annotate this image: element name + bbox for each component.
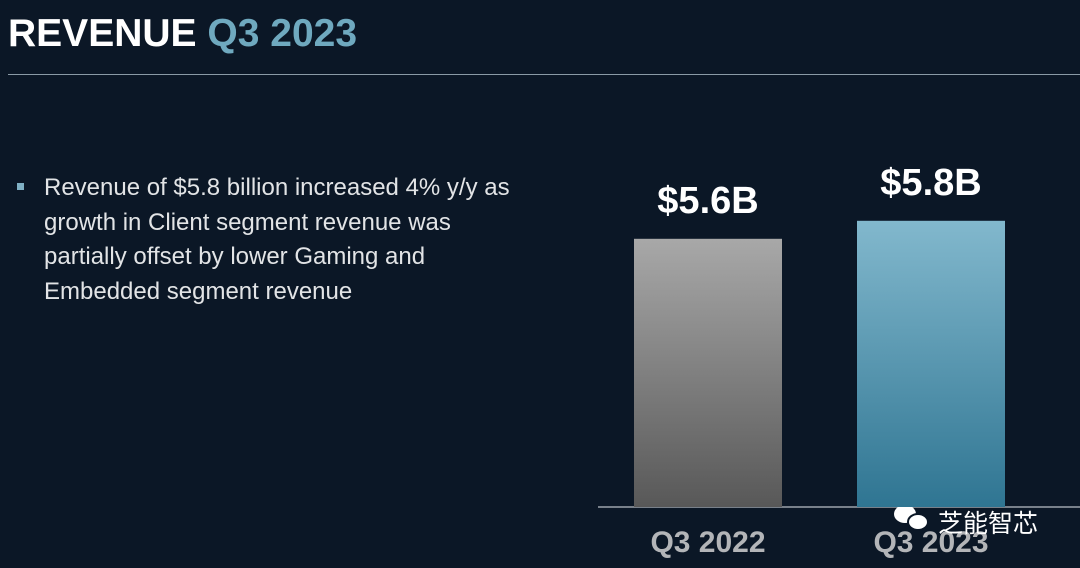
bar <box>857 220 1005 508</box>
slide-title: REVENUE Q3 2023 <box>8 12 357 56</box>
value-label: $5.6B <box>657 180 758 222</box>
value-label: $5.8B <box>880 162 981 204</box>
bullet-text: Revenue of $5.8 billion increased 4% y/y… <box>44 174 510 305</box>
header-rule <box>8 74 1080 75</box>
x-tick-label: Q3 2022 <box>650 526 765 559</box>
x-tick-label: Q3 2023 <box>873 526 988 559</box>
watermark: 芝能智芯 <box>938 510 1039 538</box>
watermark-icon <box>894 505 929 531</box>
bullet-marker <box>17 183 24 190</box>
title-text: REVENUE <box>8 12 197 55</box>
title-highlight: Q3 2023 <box>207 12 358 55</box>
bar <box>634 238 782 508</box>
